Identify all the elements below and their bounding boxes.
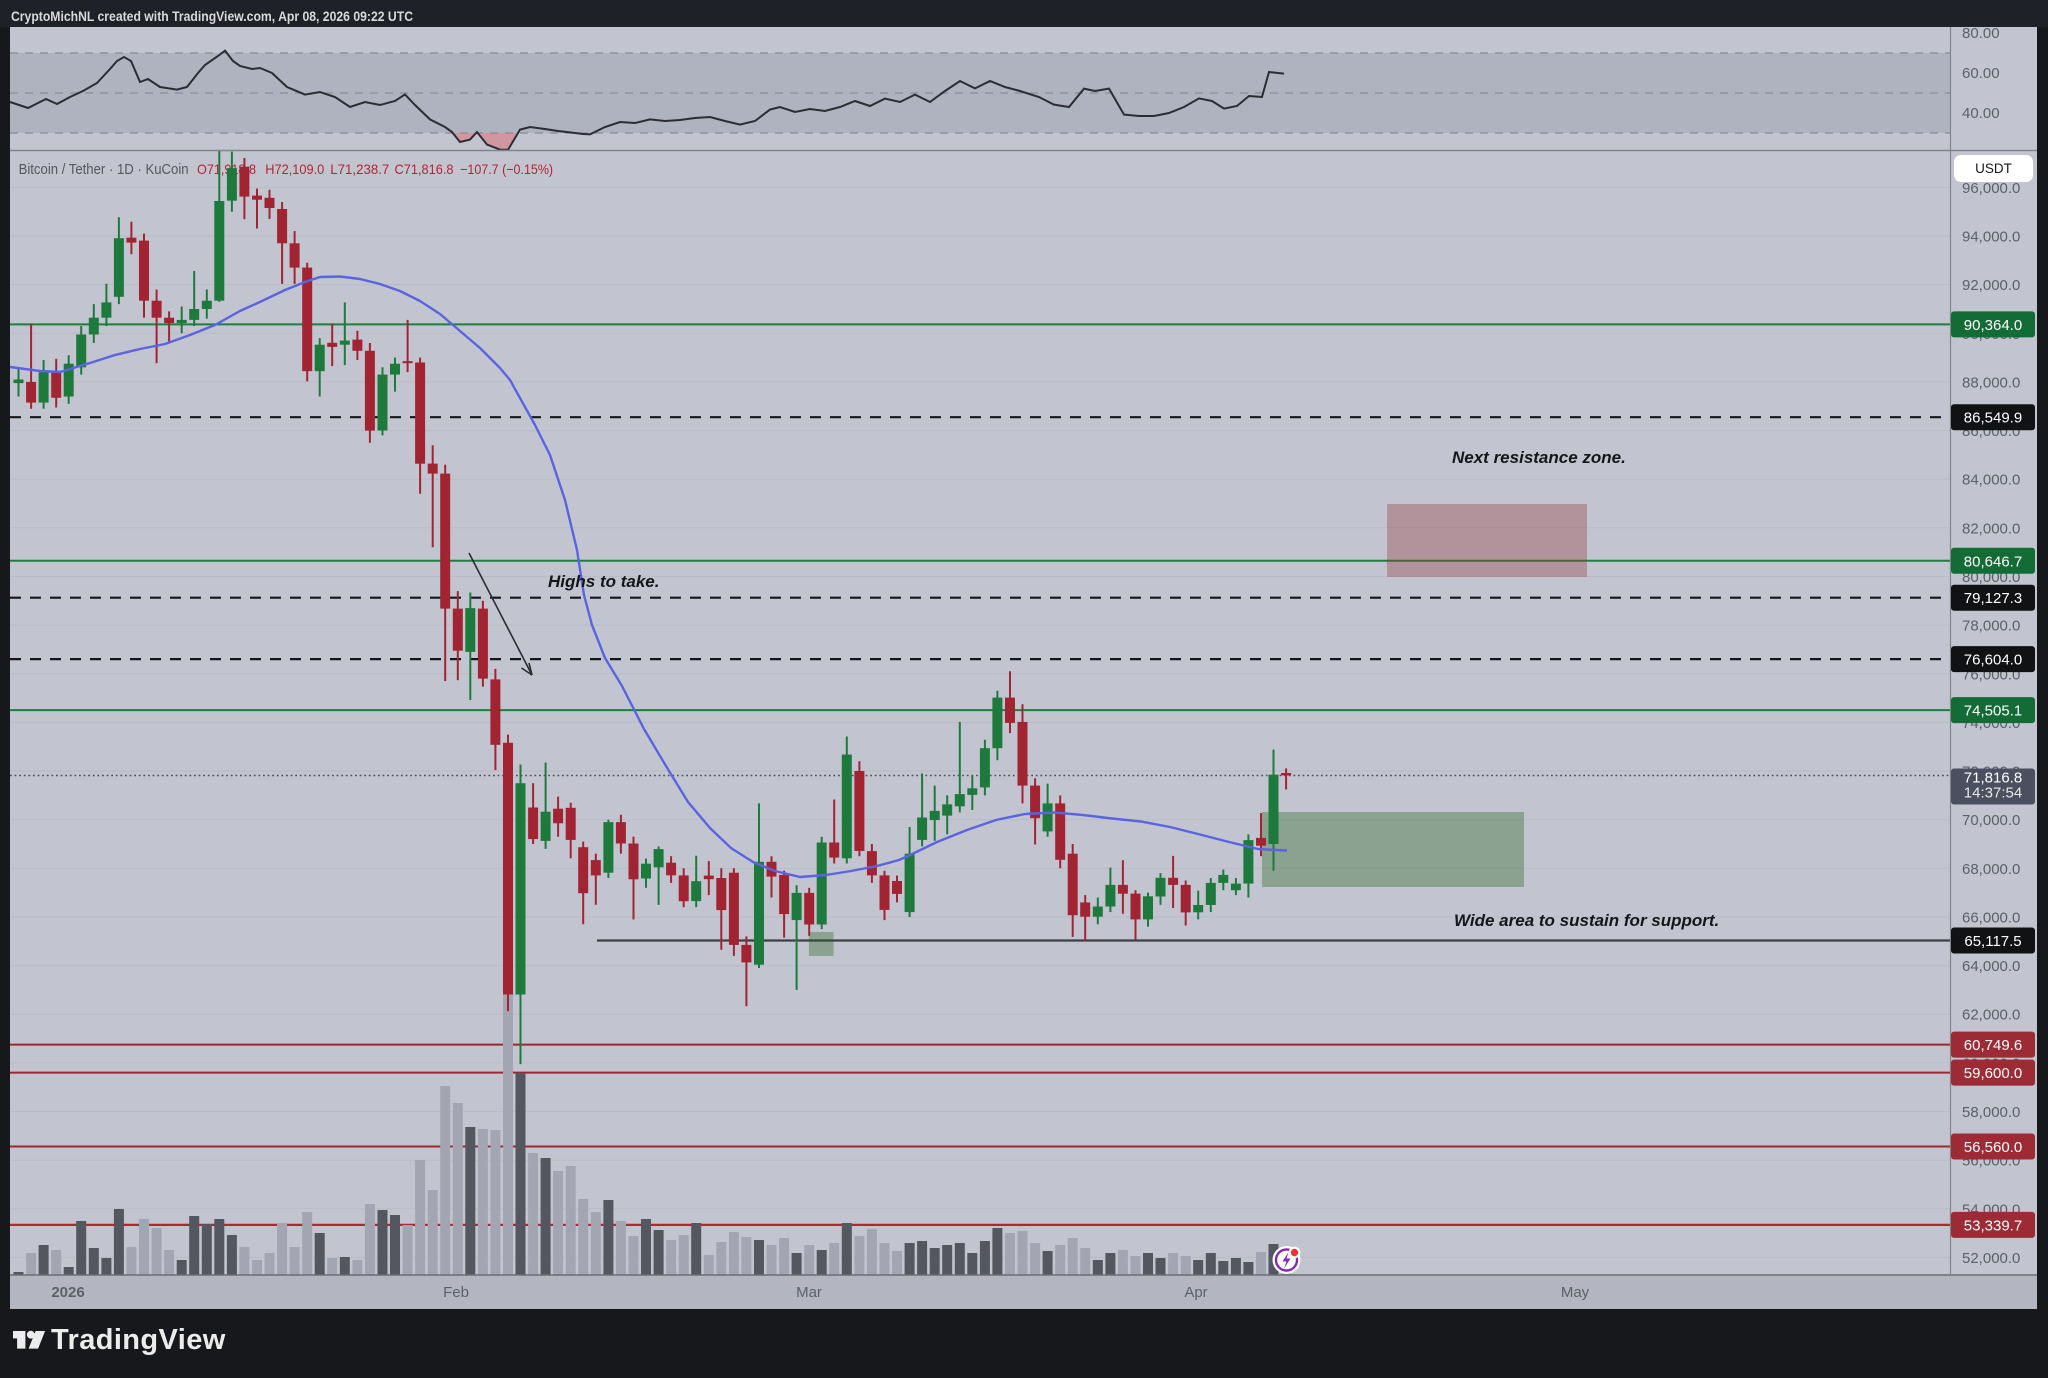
svg-text:65,117.5: 65,117.5 [1964, 933, 2021, 950]
svg-text:59,600.0: 59,600.0 [1964, 1065, 2022, 1082]
svg-text:76,604.0: 76,604.0 [1964, 652, 2022, 669]
svg-text:90,364.0: 90,364.0 [1964, 317, 2022, 334]
svg-text:82,000.0: 82,000.0 [1962, 520, 2020, 537]
svg-text:78,000.0: 78,000.0 [1962, 618, 2020, 635]
svg-text:80.00: 80.00 [1962, 25, 2000, 42]
svg-text:79,127.3: 79,127.3 [1964, 590, 2022, 607]
svg-text:66,000.0: 66,000.0 [1962, 910, 2020, 927]
svg-text:58,000.0: 58,000.0 [1962, 1104, 2020, 1121]
svg-text:TradingView: TradingView [51, 1324, 226, 1356]
svg-text:Feb: Feb [443, 1284, 469, 1301]
svg-text:14:37:54: 14:37:54 [1964, 785, 2022, 802]
svg-text:84,000.0: 84,000.0 [1962, 472, 2020, 489]
svg-text:62,000.0: 62,000.0 [1962, 1007, 2020, 1024]
svg-text:Bitcoin / Tether · 1D · KuCoin: Bitcoin / Tether · 1D · KuCoin [19, 162, 189, 178]
svg-text:Next resistance zone.: Next resistance zone. [1452, 448, 1626, 467]
svg-text:64,000.0: 64,000.0 [1962, 958, 2020, 975]
svg-text:92,000.0: 92,000.0 [1962, 277, 2020, 294]
svg-text:74,505.1: 74,505.1 [1964, 703, 2022, 720]
svg-text:Apr: Apr [1184, 1284, 1207, 1301]
svg-text:80,646.7: 80,646.7 [1964, 553, 2022, 570]
svg-text:52,000.0: 52,000.0 [1962, 1250, 2020, 1267]
svg-text:Mar: Mar [796, 1284, 822, 1301]
svg-text:L71,238.7: L71,238.7 [330, 161, 389, 177]
svg-text:Highs to take.: Highs to take. [548, 572, 659, 591]
svg-text:May: May [1561, 1284, 1590, 1301]
svg-text:C71,816.8: C71,816.8 [395, 161, 454, 177]
svg-text:60.00: 60.00 [1962, 65, 2000, 82]
svg-text:40.00: 40.00 [1962, 105, 2000, 122]
svg-text:56,560.0: 56,560.0 [1964, 1139, 2022, 1156]
svg-text:86,549.9: 86,549.9 [1964, 410, 2022, 427]
svg-text:96,000.0: 96,000.0 [1962, 180, 2020, 197]
svg-text:USDT: USDT [1975, 161, 2012, 176]
svg-text:88,000.0: 88,000.0 [1962, 374, 2020, 391]
svg-text:60,749.6: 60,749.6 [1964, 1037, 2022, 1054]
svg-text:CryptoMichNL created with Trad: CryptoMichNL created with TradingView.co… [11, 8, 413, 24]
svg-text:53,339.7: 53,339.7 [1964, 1217, 2022, 1234]
svg-text:94,000.0: 94,000.0 [1962, 229, 2020, 246]
svg-text:70,000.0: 70,000.0 [1962, 812, 2020, 829]
svg-text:H72,109.0: H72,109.0 [265, 161, 324, 177]
svg-text:71,816.8: 71,816.8 [1964, 770, 2022, 787]
svg-text:Wide area to sustain for suppo: Wide area to sustain for support. [1454, 911, 1719, 930]
svg-text:68,000.0: 68,000.0 [1962, 861, 2020, 878]
svg-text:2026: 2026 [51, 1284, 84, 1301]
svg-text:−107.7 (−0.15%): −107.7 (−0.15%) [460, 161, 553, 177]
